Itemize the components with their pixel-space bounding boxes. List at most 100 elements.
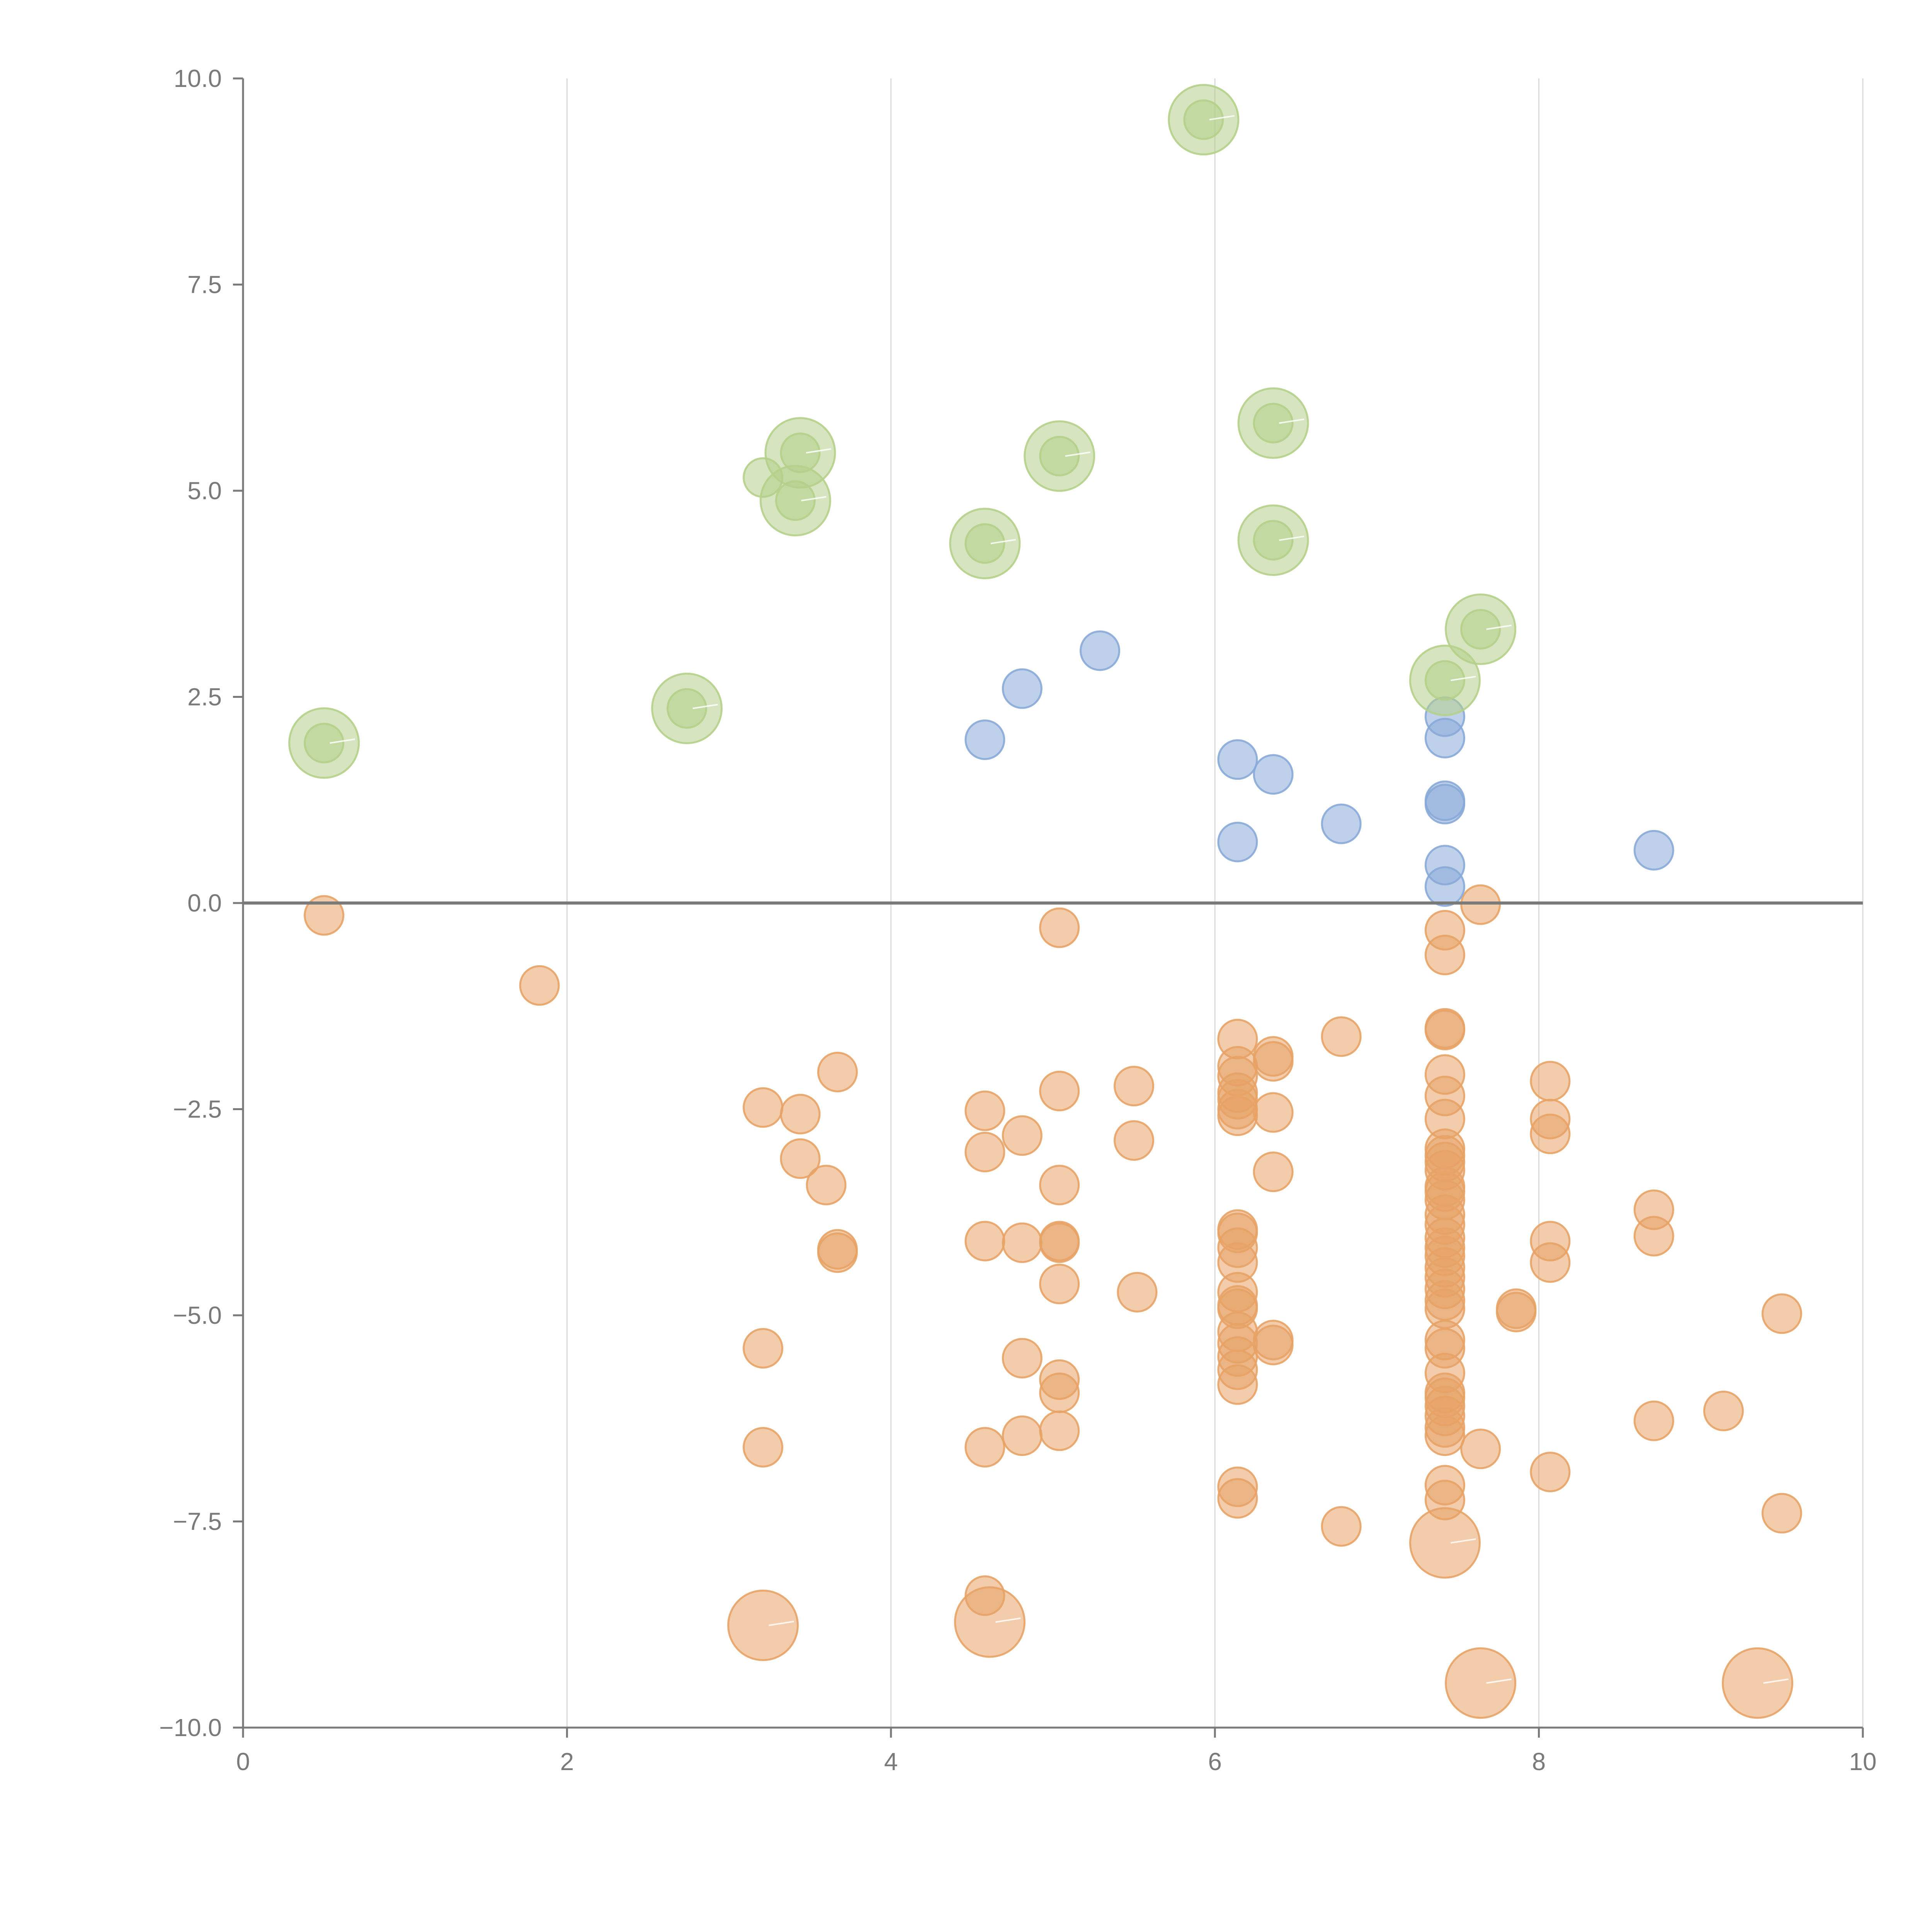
large-data-point (1409, 645, 1481, 716)
data-point (1761, 1293, 1802, 1334)
data-point (1424, 866, 1465, 907)
data-point (1424, 718, 1465, 759)
large-data-point (1237, 387, 1309, 459)
data-point (1039, 1410, 1080, 1451)
x-tick-label: 6 (1208, 1748, 1222, 1776)
point-highlight (1451, 1538, 1476, 1544)
data-point (1460, 884, 1501, 925)
data-point (1039, 1071, 1080, 1112)
data-point (780, 1138, 821, 1179)
point-highlight (1279, 536, 1304, 541)
data-point (1321, 1506, 1362, 1547)
large-data-point (1409, 1507, 1481, 1579)
data-point (1039, 1372, 1080, 1413)
data-point (1217, 739, 1258, 780)
data-point (1002, 1222, 1043, 1263)
x-tick-label: 0 (236, 1748, 250, 1776)
data-point (1253, 1041, 1294, 1082)
data-point (1253, 1151, 1294, 1192)
data-point (1117, 1272, 1158, 1313)
x-tick-label: 10 (1849, 1748, 1876, 1776)
data-point (806, 1165, 847, 1206)
data-point (743, 1427, 784, 1468)
large-data-point (759, 465, 831, 537)
y-tick-label: −5.0 (173, 1301, 222, 1329)
large-data-point (1445, 594, 1517, 665)
data-point (1530, 1451, 1571, 1492)
data-point (1253, 1325, 1294, 1366)
data-point (1080, 630, 1121, 671)
data-point (1002, 668, 1043, 709)
y-tick-label: −10.0 (159, 1714, 222, 1742)
large-data-point (1237, 504, 1309, 576)
data-point (1039, 1222, 1080, 1263)
data-point (304, 895, 345, 936)
data-point (1530, 1242, 1571, 1283)
data-point (1253, 1092, 1294, 1133)
data-point (1039, 1165, 1080, 1206)
data-point (1253, 754, 1294, 795)
data-point (743, 1087, 784, 1128)
point-highlight (330, 738, 355, 744)
data-point (1114, 1120, 1155, 1161)
large-data-point (949, 508, 1021, 580)
point-highlight (990, 539, 1016, 544)
data-point (817, 1051, 858, 1092)
data-point (1496, 1291, 1537, 1332)
large-data-point (651, 672, 723, 744)
data-point (1321, 803, 1362, 844)
large-data-point (727, 1589, 799, 1661)
data-point (1217, 1478, 1258, 1519)
y-tick-label: −2.5 (173, 1095, 222, 1123)
axes-layer: 10.0 7.5 5.0 2.5 0.0 −2.5 −5.0 −7.5 −10.0 0 2 4 6 8 10 (159, 65, 1877, 1776)
data-point (964, 1221, 1005, 1262)
data-point (1424, 1415, 1465, 1456)
data-point (1321, 1016, 1362, 1057)
data-point (1530, 1114, 1571, 1155)
y-tick-label: 0.0 (187, 889, 222, 917)
point-highlight (1486, 624, 1512, 630)
data-point (1633, 1216, 1674, 1257)
point-highlight (1209, 115, 1235, 121)
data-point (743, 1328, 784, 1369)
y-tick-label: −7.5 (173, 1508, 222, 1536)
data-point (964, 1427, 1005, 1468)
data-point (964, 1131, 1005, 1172)
point-highlight (1279, 418, 1304, 424)
data-point (1530, 1061, 1571, 1102)
data-point (964, 1090, 1005, 1131)
large-data-point (288, 707, 360, 779)
point-highlight (692, 704, 718, 709)
data-point (1002, 1115, 1043, 1156)
data-point (1424, 1010, 1465, 1051)
y-tick-label: 2.5 (187, 683, 222, 711)
points-layer (288, 84, 1802, 1719)
large-data-point (1024, 420, 1095, 492)
data-point (1424, 934, 1465, 975)
point-highlight (1763, 1678, 1789, 1684)
data-point (780, 1094, 821, 1134)
point-highlight (801, 496, 827, 502)
x-tick-label: 8 (1532, 1748, 1546, 1776)
data-point (964, 719, 1005, 760)
point-highlight (1451, 675, 1476, 681)
large-data-point (1168, 84, 1240, 156)
data-point (1039, 907, 1080, 948)
data-point (1002, 1338, 1043, 1379)
y-tick-label: 10.0 (173, 65, 222, 92)
data-point (1039, 1264, 1080, 1304)
large-data-point (954, 1586, 1026, 1658)
data-point (817, 1232, 858, 1273)
point-highlight (769, 1621, 794, 1626)
data-point (1114, 1066, 1155, 1107)
point-highlight (1486, 1678, 1512, 1684)
point-highlight (806, 448, 832, 454)
data-point (1633, 1400, 1674, 1441)
x-tick-label: 2 (560, 1748, 574, 1776)
point-highlight (1065, 451, 1091, 457)
y-tick-label: 5.0 (187, 477, 222, 505)
x-tick-label: 4 (884, 1748, 898, 1776)
data-point (1217, 1095, 1258, 1136)
data-point (1703, 1391, 1744, 1432)
